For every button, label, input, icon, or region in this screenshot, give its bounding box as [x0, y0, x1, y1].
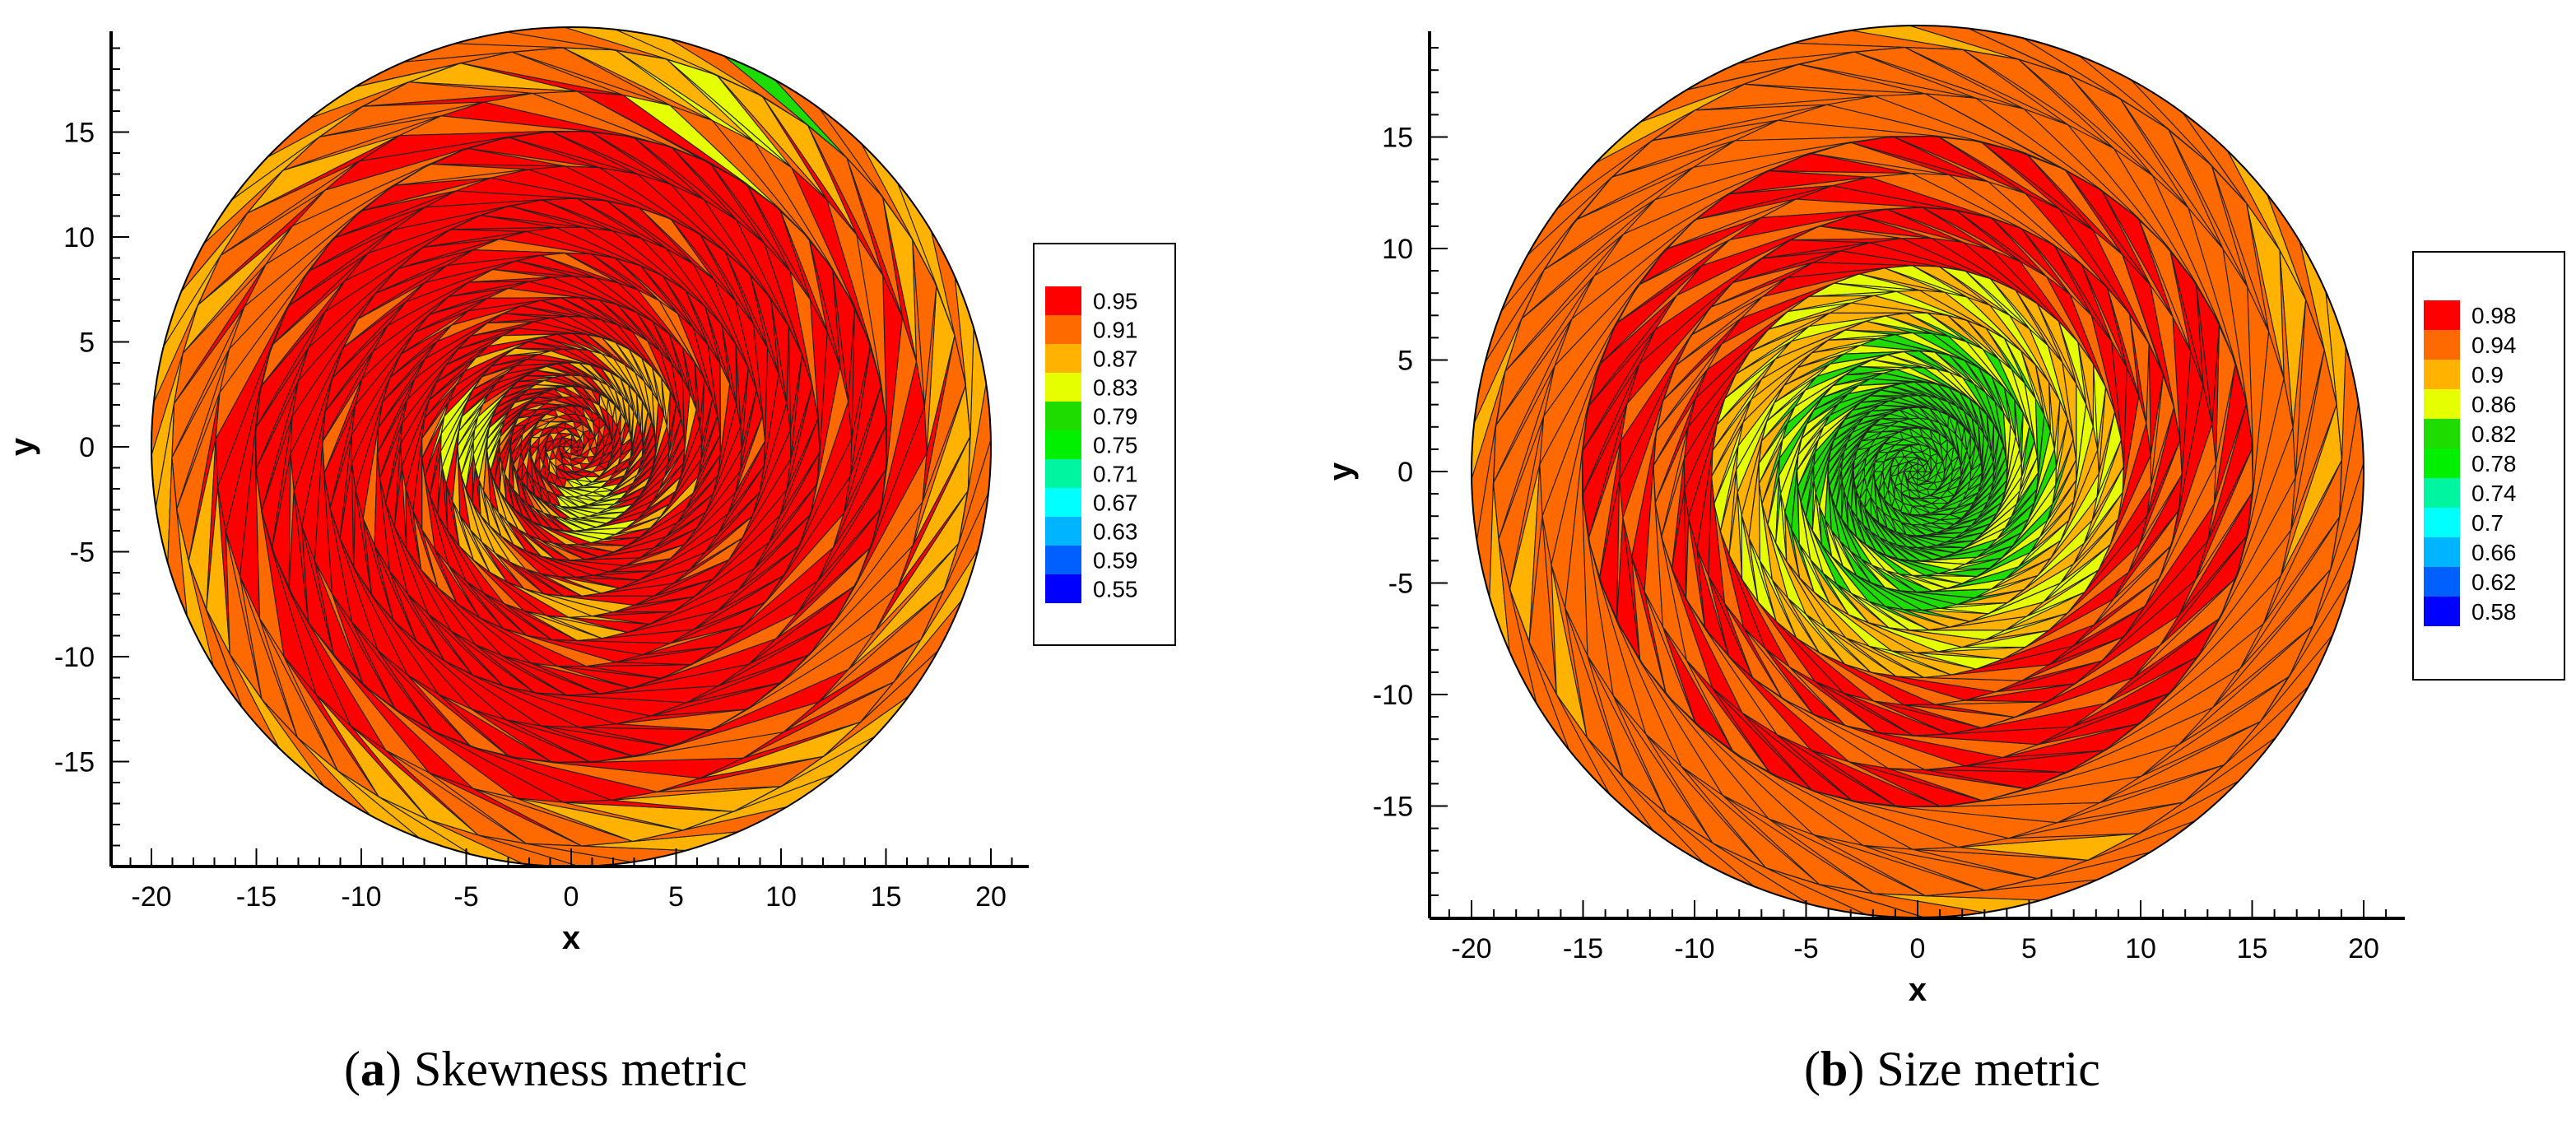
legend-label: 0.86 [2471, 392, 2517, 417]
legend-label: 0.63 [1093, 519, 1138, 545]
y-tick-label: -10 [1373, 680, 1413, 711]
x-tick-label: 5 [668, 881, 684, 913]
caption-b-label: b [1820, 1042, 1848, 1096]
legend-swatch [1045, 517, 1081, 546]
axes: -20 -15 -10 -5 0 5 10 15 20 -15 -10 -5 0 5 10 15 x y [4, 31, 1029, 956]
y-tick-label: -5 [70, 537, 95, 569]
legend-label: 0.87 [1093, 346, 1138, 372]
legend-swatch [1045, 430, 1081, 459]
legend-label: 0.9 [2471, 362, 2504, 388]
mesh-1 [1472, 26, 2364, 918]
legend-label: 0.83 [1093, 375, 1138, 401]
x-tick-label: -15 [1563, 933, 1603, 964]
legend-swatch [2424, 508, 2460, 537]
legend-label: 0.78 [2471, 451, 2517, 476]
legend-swatch [2424, 537, 2460, 567]
x-tick-label: 10 [765, 881, 797, 913]
axes: -20 -15 -10 -5 0 5 10 15 20 -15 -10 -5 0 5 10 15 x y [1323, 31, 2405, 1008]
mesh-0 [151, 27, 991, 867]
legend-swatch [2424, 360, 2460, 389]
legend-label: 0.7 [2471, 510, 2504, 536]
caption-b-text: Size metric [1876, 1042, 2100, 1096]
legend-label: 0.58 [2471, 599, 2517, 625]
y-tick-label: 15 [63, 118, 95, 149]
legend-swatch [1045, 546, 1081, 574]
x-tick-label: -10 [1674, 933, 1714, 964]
caption-b: (b) Size metric [1804, 1042, 2100, 1096]
y-tick-label: 0 [79, 432, 95, 463]
panel-b-size-plot: -20 -15 -10 -5 0 5 10 15 20-15-10-5051015xy0.980… [1323, 25, 2565, 1008]
y-tick-label: -15 [1373, 792, 1413, 823]
y-tick-label: -15 [54, 747, 95, 778]
y-axis-label: y [1323, 462, 1359, 481]
x-tick-label: -20 [131, 881, 171, 913]
x-tick-label: 15 [871, 881, 902, 913]
legend-swatch [1045, 373, 1081, 402]
legend-swatch [2424, 478, 2460, 508]
legend-swatch [1045, 574, 1081, 603]
x-tick-label: 5 [2021, 933, 2037, 964]
legend-label: 0.67 [1093, 490, 1138, 516]
y-tick-label: 10 [1382, 234, 1413, 265]
legend-label: 0.82 [2471, 421, 2517, 447]
panel-a-skewness-plot: -20 -15 -10 -5 0 5 10 15 20-15-10-5051015xy0.950… [4, 26, 1176, 956]
legend-swatch [1045, 488, 1081, 517]
caption-a: (a) Skewness metric [344, 1042, 747, 1096]
caption-a-text: Skewness metric [413, 1042, 747, 1096]
legend: 0.95 0.91 0.87 0.83 0.79 0.75 0.71 0.67 0.63 0.59… [1033, 243, 1176, 646]
legend-swatch [2424, 419, 2460, 448]
y-tick-label: 15 [1382, 123, 1413, 154]
y-tick-label: -10 [54, 642, 95, 673]
legend-label: 0.79 [1093, 404, 1138, 430]
legend-swatch [2424, 567, 2460, 597]
x-axis-label: x [562, 920, 580, 956]
caption-a-label: a [360, 1042, 385, 1096]
x-tick-label: -5 [453, 881, 478, 913]
y-tick-label: 0 [1397, 457, 1413, 488]
legend-swatch [1045, 344, 1081, 373]
legend-label: 0.62 [2471, 569, 2517, 595]
legend-swatch [2424, 389, 2460, 419]
legend-label: 0.75 [1093, 433, 1138, 458]
x-tick-label: 15 [2237, 933, 2268, 964]
x-tick-label: -5 [1793, 933, 1818, 964]
legend-swatch [2424, 330, 2460, 360]
x-tick-label: 0 [1910, 933, 1926, 964]
legend-swatch [2424, 300, 2460, 330]
legend-label: 0.71 [1093, 462, 1138, 487]
legend-swatch [1045, 315, 1081, 344]
legend-label: 0.74 [2471, 481, 2517, 506]
y-tick-label: 5 [79, 328, 95, 359]
legend-swatch [1045, 402, 1081, 430]
legend-label: 0.59 [1093, 548, 1138, 574]
legend-swatch [1045, 286, 1081, 315]
y-tick-label: 10 [63, 222, 95, 253]
y-tick-label: 5 [1397, 346, 1413, 377]
legend-label: 0.98 [2471, 303, 2517, 328]
legend-swatch [1045, 459, 1081, 488]
x-tick-label: 20 [975, 881, 1007, 913]
x-axis-label: x [1909, 972, 1927, 1008]
legend-label: 0.66 [2471, 540, 2517, 565]
x-tick-label: 0 [564, 881, 579, 913]
legend-label: 0.91 [1093, 318, 1138, 343]
y-tick-label: -5 [1388, 569, 1413, 600]
x-tick-label: 20 [2348, 933, 2379, 964]
x-tick-label: 10 [2125, 933, 2156, 964]
y-axis-label: y [4, 437, 40, 456]
legend-swatch [2424, 597, 2460, 626]
legend-label: 0.94 [2471, 332, 2517, 358]
legend-label: 0.95 [1093, 289, 1138, 314]
legend-label: 0.55 [1093, 577, 1138, 602]
x-tick-label: -15 [236, 881, 277, 913]
legend-swatch [2424, 448, 2460, 478]
legend: 0.98 0.94 0.9 0.86 0.82 0.78 0.74 0.7 0.66 0.62 0.… [2412, 251, 2565, 681]
x-tick-label: -10 [341, 881, 381, 913]
x-tick-label: -20 [1451, 933, 1491, 964]
